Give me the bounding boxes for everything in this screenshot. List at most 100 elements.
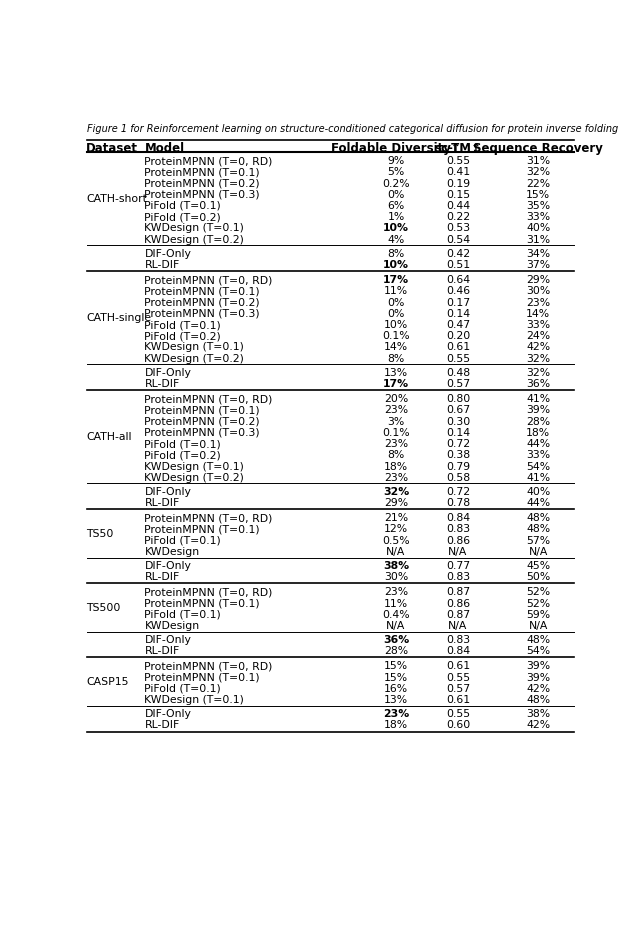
Text: KWDesign (T=0.1): KWDesign (T=0.1) (145, 343, 244, 353)
Text: 32%: 32% (383, 486, 409, 497)
Text: 45%: 45% (526, 561, 550, 571)
Text: DIF-Only: DIF-Only (145, 486, 191, 497)
Text: KWDesign (T=0.1): KWDesign (T=0.1) (145, 461, 244, 471)
Text: PiFold (T=0.1): PiFold (T=0.1) (145, 320, 221, 330)
Text: 59%: 59% (526, 610, 550, 620)
Text: 0.83: 0.83 (446, 572, 470, 582)
Text: RL-DIF: RL-DIF (145, 498, 180, 508)
Text: 1%: 1% (387, 213, 404, 222)
Text: 17%: 17% (383, 275, 409, 285)
Text: 34%: 34% (526, 248, 550, 259)
Text: RL-DIF: RL-DIF (145, 646, 180, 656)
Text: 48%: 48% (526, 524, 550, 534)
Text: 29%: 29% (526, 275, 550, 285)
Text: 0.79: 0.79 (446, 461, 470, 471)
Text: 0%: 0% (387, 297, 404, 308)
Text: 22%: 22% (526, 179, 550, 188)
Text: 0.14: 0.14 (446, 428, 470, 438)
Text: ProteinMPNN (T=0, RD): ProteinMPNN (T=0, RD) (145, 394, 273, 405)
Text: N/A: N/A (387, 547, 406, 557)
Text: Foldable Diversity↑: Foldable Diversity↑ (331, 142, 461, 154)
Text: 39%: 39% (526, 406, 550, 415)
Text: 0.55: 0.55 (446, 156, 470, 166)
Text: 0.84: 0.84 (446, 513, 470, 523)
Text: 0.1%: 0.1% (382, 428, 410, 438)
Text: 16%: 16% (384, 684, 408, 694)
Text: 11%: 11% (384, 598, 408, 609)
Text: 50%: 50% (526, 572, 550, 582)
Text: ProteinMPNN (T=0.1): ProteinMPNN (T=0.1) (145, 598, 260, 609)
Text: 0.20: 0.20 (446, 331, 470, 342)
Text: KWDesign (T=0.2): KWDesign (T=0.2) (145, 354, 244, 364)
Text: 0.87: 0.87 (446, 587, 470, 598)
Text: 10%: 10% (383, 223, 409, 233)
Text: DIF-Only: DIF-Only (145, 561, 191, 571)
Text: 0.14: 0.14 (446, 309, 470, 319)
Text: 6%: 6% (387, 201, 404, 211)
Text: 0.46: 0.46 (446, 286, 470, 296)
Text: 38%: 38% (383, 561, 409, 571)
Text: 54%: 54% (526, 461, 550, 471)
Text: 0.22: 0.22 (446, 213, 470, 222)
Text: 11%: 11% (384, 286, 408, 296)
Text: RL-DIF: RL-DIF (145, 260, 180, 270)
Text: Figure 1 for Reinforcement learning on structure-conditioned categorical diffusi: Figure 1 for Reinforcement learning on s… (88, 124, 619, 134)
Text: 4%: 4% (387, 234, 404, 245)
Text: 0.55: 0.55 (446, 354, 470, 364)
Text: sc-TM↑: sc-TM↑ (435, 142, 481, 154)
Text: 14%: 14% (526, 309, 550, 319)
Text: DIF-Only: DIF-Only (145, 635, 191, 645)
Text: 0.55: 0.55 (446, 710, 470, 719)
Text: 0.51: 0.51 (446, 260, 470, 270)
Text: N/A: N/A (529, 547, 548, 557)
Text: 0.61: 0.61 (446, 695, 470, 705)
Text: 12%: 12% (384, 524, 408, 534)
Text: 30%: 30% (384, 572, 408, 582)
Text: DIF-Only: DIF-Only (145, 710, 191, 719)
Text: RL-DIF: RL-DIF (145, 572, 180, 582)
Text: N/A: N/A (448, 547, 468, 557)
Text: 40%: 40% (526, 486, 550, 497)
Text: 32%: 32% (526, 167, 550, 177)
Text: PiFold (T=0.2): PiFold (T=0.2) (145, 331, 221, 342)
Text: ProteinMPNN (T=0.2): ProteinMPNN (T=0.2) (145, 417, 260, 426)
Text: 0.57: 0.57 (446, 379, 470, 389)
Text: PiFold (T=0.1): PiFold (T=0.1) (145, 610, 221, 620)
Text: KWDesign: KWDesign (145, 621, 200, 631)
Text: 0.61: 0.61 (446, 662, 470, 672)
Text: 36%: 36% (526, 379, 550, 389)
Text: PiFold (T=0.1): PiFold (T=0.1) (145, 201, 221, 211)
Text: 0.17: 0.17 (446, 297, 470, 308)
Text: 0.41: 0.41 (446, 167, 470, 177)
Text: 52%: 52% (526, 587, 550, 598)
Text: 35%: 35% (526, 201, 550, 211)
Text: 42%: 42% (526, 720, 550, 730)
Text: 8%: 8% (387, 354, 404, 364)
Text: ProteinMPNN (T=0, RD): ProteinMPNN (T=0, RD) (145, 156, 273, 166)
Text: 0.44: 0.44 (446, 201, 470, 211)
Text: 0.38: 0.38 (446, 451, 470, 460)
Text: 38%: 38% (526, 710, 550, 719)
Text: 3%: 3% (387, 417, 404, 426)
Text: 33%: 33% (526, 320, 550, 330)
Text: TS50: TS50 (86, 529, 113, 538)
Text: KWDesign (T=0.1): KWDesign (T=0.1) (145, 223, 244, 233)
Text: ProteinMPNN (T=0, RD): ProteinMPNN (T=0, RD) (145, 662, 273, 672)
Text: 10%: 10% (383, 260, 409, 270)
Text: 0.2%: 0.2% (382, 179, 410, 188)
Text: KWDesign (T=0.1): KWDesign (T=0.1) (145, 695, 244, 705)
Text: TS500: TS500 (86, 603, 120, 613)
Text: 0.72: 0.72 (446, 486, 470, 497)
Text: 9%: 9% (387, 156, 404, 166)
Text: ProteinMPNN (T=0.2): ProteinMPNN (T=0.2) (145, 297, 260, 308)
Text: 0.86: 0.86 (446, 598, 470, 609)
Text: ProteinMPNN (T=0.1): ProteinMPNN (T=0.1) (145, 167, 260, 177)
Text: 0.57: 0.57 (446, 684, 470, 694)
Text: 10%: 10% (384, 320, 408, 330)
Text: 0.80: 0.80 (446, 394, 470, 405)
Text: 0.19: 0.19 (446, 179, 470, 188)
Text: 23%: 23% (384, 439, 408, 449)
Text: 0.60: 0.60 (446, 720, 470, 730)
Text: 5%: 5% (387, 167, 404, 177)
Text: 48%: 48% (526, 635, 550, 645)
